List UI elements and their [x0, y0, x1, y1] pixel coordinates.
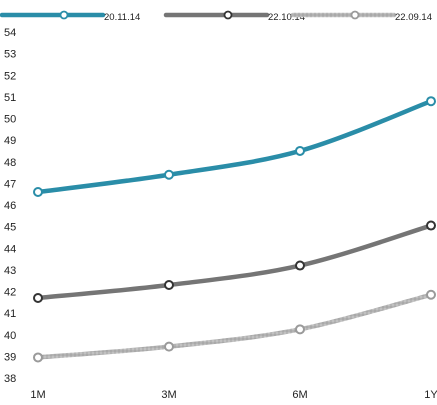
y-tick-label: 45: [4, 222, 16, 234]
data-point-22-10-14: [164, 280, 174, 291]
x-tick-label: 6M: [292, 389, 307, 401]
data-point-22-09-14: [164, 341, 174, 352]
y-tick-label: 54: [4, 27, 16, 39]
y-tick-label: 40: [4, 330, 16, 342]
x-tick-label: 1M: [30, 389, 45, 401]
y-tick-label: 49: [4, 135, 16, 147]
data-point-20-11-14: [33, 187, 43, 198]
y-tick-label: 44: [4, 243, 16, 255]
legend-label: 20.11.14: [104, 12, 140, 23]
legend-item-20-11-14: 20.11.14: [0, 10, 140, 23]
legend-label: 22.10.14: [268, 12, 305, 23]
data-point-22-09-14: [426, 289, 436, 300]
y-tick-label: 39: [4, 351, 16, 363]
x-tick-label: 3M: [161, 389, 176, 401]
series-line-22-09-14: [35, 292, 434, 360]
y-tick-label: 38: [4, 373, 16, 385]
data-point-20-11-14: [164, 169, 174, 180]
data-point-20-11-14: [426, 96, 436, 107]
y-tick-label: 53: [4, 49, 16, 61]
data-point-22-09-14: [295, 324, 305, 335]
y-tick-label: 43: [4, 265, 16, 277]
x-tick-label: 1Y: [424, 389, 437, 401]
legend-swatch-marker: [350, 10, 360, 20]
legend-label: 22.09.14: [395, 12, 432, 23]
x-axis: 1M 3M 6M 1Y: [30, 389, 437, 401]
series-layer: [33, 96, 436, 363]
data-point-22-09-14: [33, 352, 43, 363]
y-tick-label: 48: [4, 157, 16, 169]
y-tick-label: 52: [4, 70, 16, 82]
data-point-20-11-14: [295, 145, 305, 156]
y-tick-label: 46: [4, 200, 16, 212]
data-point-22-10-14: [33, 292, 43, 303]
legend-swatch-marker: [59, 10, 69, 20]
series-line-22-10-14: [35, 223, 434, 301]
legend-item-22-09-14: 22.09.14: [290, 10, 432, 23]
y-tick-label: 51: [4, 92, 16, 104]
legend-item-22-10-14: 22.10.14: [163, 10, 305, 23]
data-point-22-10-14: [426, 220, 436, 231]
data-point-22-10-14: [295, 260, 305, 271]
legend: 20.11.14 22.10.14 22.09.14: [0, 10, 432, 23]
series-line-20-11-14: [35, 98, 434, 195]
y-axis: 38 39 40 41 42 43 44 45 46 47 48 49 50 51 52 53 54: [4, 27, 16, 385]
y-tick-label: 42: [4, 287, 16, 299]
legend-swatch-marker: [223, 10, 233, 20]
y-tick-label: 50: [4, 114, 16, 126]
y-tick-label: 41: [4, 308, 16, 320]
y-tick-label: 47: [4, 178, 16, 190]
